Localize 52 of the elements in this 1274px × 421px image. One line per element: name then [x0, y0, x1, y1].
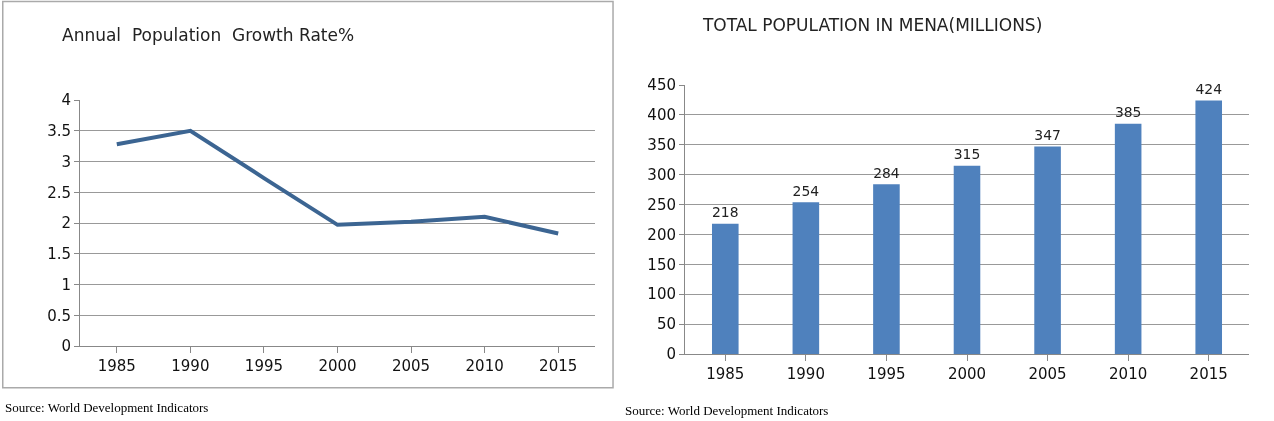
- x-tick-label: 1995: [244, 357, 284, 375]
- bar: [1114, 123, 1142, 354]
- x-tick-label: 1995: [867, 365, 906, 383]
- y-tick-label: 0: [666, 345, 676, 364]
- data-label: 424: [1195, 81, 1223, 98]
- x-tick-label: 1990: [786, 365, 825, 383]
- y-tick-label: 250: [647, 195, 676, 214]
- x-tick-label: 2010: [465, 357, 504, 375]
- data-label: 315: [953, 146, 981, 163]
- x-tick-label: 2000: [318, 357, 357, 375]
- y-tick-label: 100: [647, 285, 676, 304]
- x-tick-label: 1985: [97, 357, 136, 375]
- x-tick-label: 2000: [947, 365, 987, 383]
- source-note: Source: World Development Indicators: [5, 400, 209, 415]
- y-tick-label: 3.5: [47, 122, 71, 140]
- x-tick-label: 2015: [539, 357, 578, 375]
- data-label: 347: [1034, 127, 1061, 144]
- bar: [792, 202, 820, 354]
- chart-title: TOTAL POPULATION IN MENA(MILLIONS): [701, 14, 1043, 35]
- y-tick-label: 50: [656, 315, 676, 334]
- y-tick-label: 400: [647, 106, 676, 125]
- y-tick-label: 0: [61, 337, 71, 356]
- bar: [873, 184, 900, 354]
- y-tick-label: 2: [61, 214, 71, 233]
- bar: [1034, 146, 1061, 354]
- x-tick-label: 2005: [391, 357, 431, 375]
- y-tick-label: 150: [647, 255, 676, 274]
- y-tick-label: 1.5: [47, 245, 71, 263]
- x-tick-label: 2015: [1189, 365, 1228, 383]
- y-tick-label: 0.5: [47, 306, 71, 325]
- bar: [953, 165, 981, 354]
- x-tick-label: 2010: [1109, 365, 1148, 383]
- y-tick-label: 450: [647, 76, 676, 95]
- y-tick-label: 1: [61, 275, 71, 294]
- data-label: 385: [1114, 104, 1142, 121]
- x-tick-label: 1985: [706, 365, 745, 383]
- y-tick-label: 3: [61, 152, 71, 171]
- x-tick-label: 2005: [1028, 365, 1067, 383]
- data-label: 218: [712, 204, 739, 221]
- y-tick-label: 350: [647, 136, 676, 155]
- bar: [1195, 100, 1223, 354]
- x-tick-label: 1990: [171, 357, 210, 375]
- chart-title: Annual Population Growth Rate%: [62, 25, 355, 46]
- data-label: 254: [792, 182, 820, 199]
- data-label: 284: [873, 164, 900, 181]
- source-note: Source: World Development Indicators: [625, 403, 829, 418]
- y-tick-label: 4: [61, 91, 71, 110]
- y-tick-label: 200: [647, 225, 676, 244]
- line-series: [114, 128, 561, 236]
- bar: [711, 223, 739, 354]
- y-tick-label: 300: [647, 165, 676, 184]
- y-tick-label: 2.5: [47, 183, 71, 202]
